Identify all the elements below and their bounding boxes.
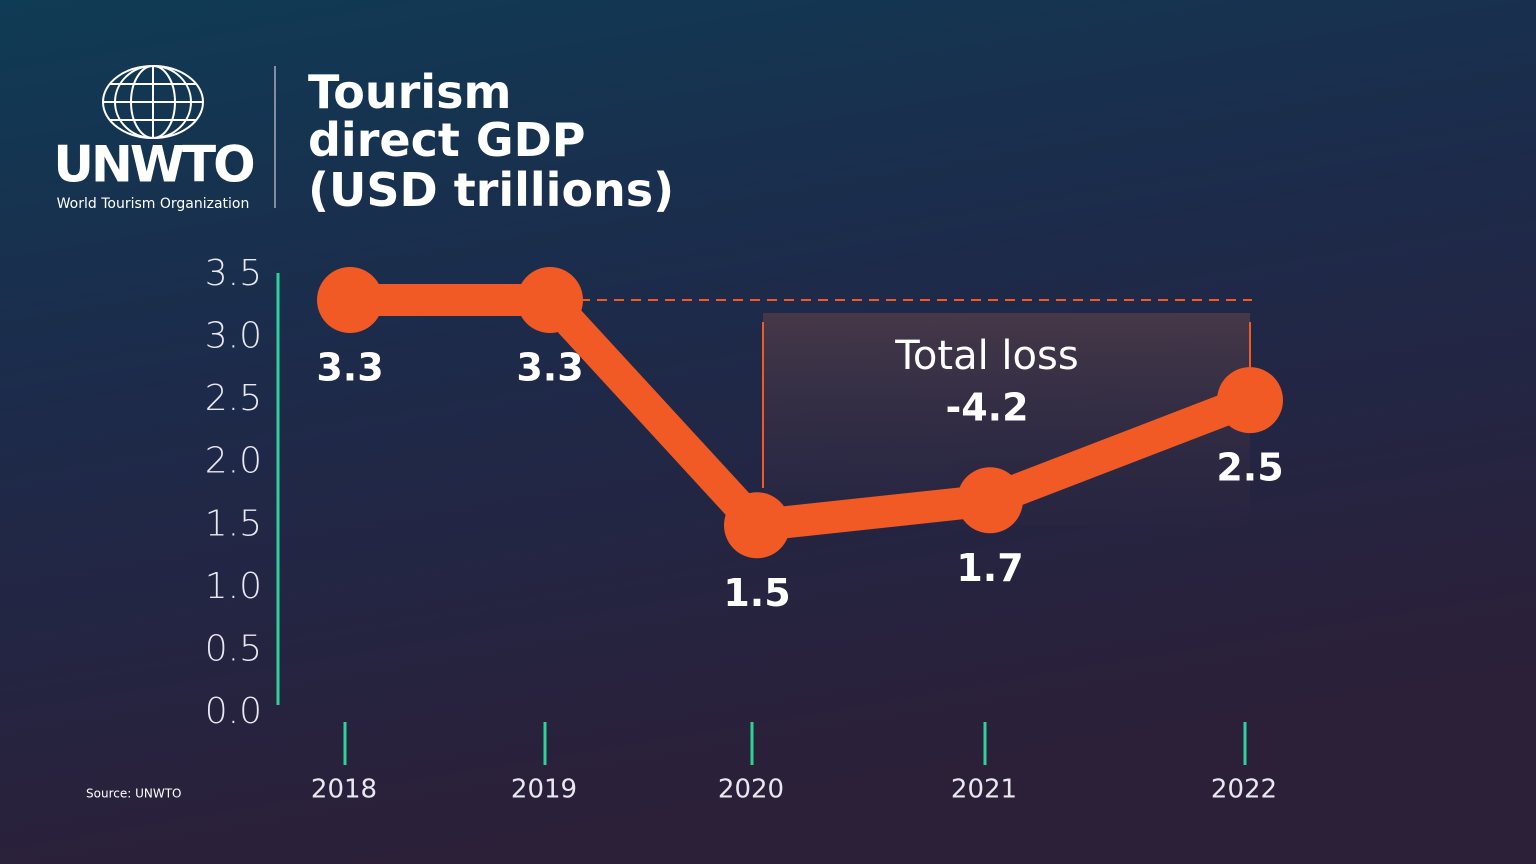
logo-name: UNWTO [53, 136, 253, 194]
logo [102, 65, 204, 139]
data-label: 2.5 [1216, 446, 1283, 490]
chart-title: (USD trillions) [308, 163, 674, 217]
annotation-label: Total loss [894, 333, 1078, 379]
x-tick-label: 2019 [511, 775, 577, 805]
y-tick-label: 3.0 [205, 316, 262, 357]
y-tick-label: 2.5 [205, 378, 262, 419]
y-tick-label: 2.0 [205, 441, 262, 482]
data-label: 3.3 [316, 346, 383, 390]
data-point [724, 492, 790, 559]
data-point [1217, 367, 1283, 434]
logo-subtitle: World Tourism Organization [57, 196, 250, 212]
y-tick-label: 3.5 [205, 253, 262, 294]
data-label: 1.7 [956, 546, 1023, 590]
data-point [957, 467, 1023, 534]
data-point [317, 267, 383, 334]
y-tick-label: 0.5 [205, 628, 262, 669]
x-tick-label: 2020 [718, 775, 784, 805]
data-point [517, 267, 583, 334]
chart-title: direct GDP [308, 113, 586, 167]
data-label: 1.5 [723, 571, 790, 615]
y-tick-label: 0.0 [205, 691, 262, 732]
x-tick-label: 2022 [1211, 775, 1277, 805]
source: Source: UNWTO [86, 787, 181, 801]
y-tick-label: 1.0 [205, 566, 262, 607]
x-tick-label: 2021 [951, 775, 1017, 805]
y-tick-label: 1.5 [205, 503, 262, 544]
x-tick-label: 2018 [311, 775, 377, 805]
data-label: 3.3 [516, 346, 583, 390]
chart-title: Tourism [308, 65, 511, 119]
annotation-value: -4.2 [945, 386, 1028, 430]
